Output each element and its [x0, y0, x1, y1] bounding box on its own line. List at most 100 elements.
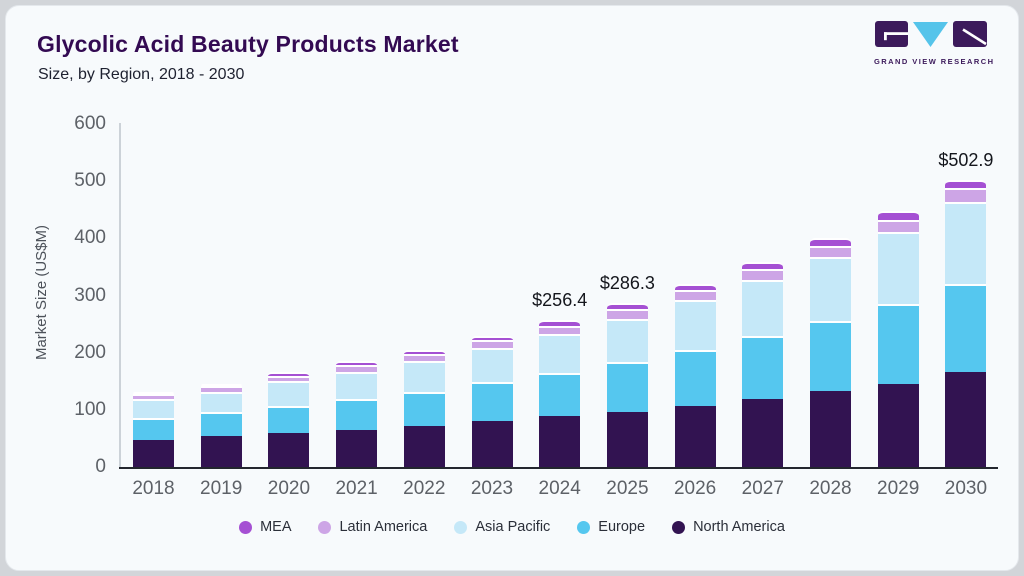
- segment-2027-europe[interactable]: [742, 336, 784, 399]
- segment-2028-europe[interactable]: [810, 321, 851, 391]
- segment-2024-europe[interactable]: [539, 372, 581, 417]
- segment-2030-europe[interactable]: [945, 283, 987, 372]
- segment-2026-latin-america[interactable]: [674, 290, 716, 301]
- bar-2025[interactable]: [606, 303, 648, 467]
- segment-2018-europe[interactable]: [133, 417, 174, 440]
- segment-2028-north-america[interactable]: [810, 390, 851, 467]
- segment-2027-latin-america[interactable]: [742, 269, 784, 280]
- segment-2030-north-america[interactable]: [945, 371, 987, 467]
- segment-2018-asia-pacific[interactable]: [133, 398, 174, 418]
- legend-item-latin-america[interactable]: Latin America: [318, 519, 427, 535]
- legend-label: Latin America: [339, 519, 428, 535]
- segment-2023-asia-pacific[interactable]: [471, 347, 513, 383]
- page-title: Glycolic Acid Beauty Products Market: [37, 31, 459, 57]
- segment-2026-asia-pacific[interactable]: [674, 300, 716, 351]
- bar-2030[interactable]: [945, 179, 987, 467]
- segment-2025-latin-america[interactable]: [606, 309, 648, 319]
- segment-2027-asia-pacific[interactable]: [742, 279, 784, 337]
- segment-2030-asia-pacific[interactable]: [945, 202, 987, 284]
- segment-2021-north-america[interactable]: [336, 429, 378, 467]
- segment-2022-mea[interactable]: [403, 349, 445, 354]
- legend-label: North America: [693, 519, 785, 535]
- segment-2020-mea[interactable]: [268, 372, 310, 376]
- bar-2023[interactable]: [471, 335, 513, 467]
- segment-2029-latin-america[interactable]: [877, 219, 919, 233]
- segment-2021-europe[interactable]: [336, 398, 378, 430]
- gvr-logo-icon: [875, 21, 987, 47]
- legend-item-europe[interactable]: Europe: [577, 519, 645, 535]
- segment-2023-north-america[interactable]: [471, 421, 513, 467]
- x-tick-label-2020: 2020: [267, 478, 311, 499]
- y-tick-label-600: 600: [74, 113, 106, 134]
- segment-2025-europe[interactable]: [606, 362, 648, 412]
- segment-2028-mea[interactable]: [810, 238, 851, 246]
- chart-legend: MEA Latin America Asia Pacific Europe North …: [6, 519, 1018, 535]
- segment-2019-asia-pacific[interactable]: [200, 391, 242, 413]
- y-tick-label-0: 0: [95, 456, 106, 477]
- segment-2029-asia-pacific[interactable]: [877, 232, 919, 305]
- segment-2026-north-america[interactable]: [674, 405, 716, 467]
- segment-2023-europe[interactable]: [471, 382, 513, 422]
- segment-2023-mea[interactable]: [471, 335, 513, 341]
- segment-2026-europe[interactable]: [674, 350, 716, 406]
- segment-2024-latin-america[interactable]: [539, 325, 581, 335]
- bar-2027[interactable]: [742, 262, 784, 467]
- bar-2022[interactable]: [403, 349, 445, 467]
- segment-2020-north-america[interactable]: [268, 433, 310, 467]
- segment-2019-mea[interactable]: [200, 383, 242, 387]
- legend-item-asia-pacific[interactable]: Asia Pacific: [454, 519, 550, 535]
- segment-2022-latin-america[interactable]: [403, 353, 445, 361]
- segment-2029-europe[interactable]: [877, 304, 919, 384]
- segment-2024-asia-pacific[interactable]: [539, 334, 581, 373]
- segment-2028-asia-pacific[interactable]: [810, 256, 851, 322]
- bar-2024[interactable]: [539, 320, 581, 467]
- segment-2021-mea[interactable]: [336, 361, 378, 366]
- x-tick-label-2024: 2024: [538, 478, 581, 499]
- segment-2028-latin-america[interactable]: [810, 245, 851, 257]
- legend-dot-icon: [672, 520, 686, 534]
- grand-view-research-logo: GRAND VIEW RESEARCH: [874, 20, 993, 66]
- page-subtitle: Size, by Region, 2018 - 2030: [38, 66, 245, 83]
- segment-2018-mea[interactable]: [133, 392, 174, 395]
- segment-2020-europe[interactable]: [268, 405, 310, 434]
- segment-2022-asia-pacific[interactable]: [403, 360, 445, 392]
- segment-2030-mea[interactable]: [945, 179, 987, 189]
- segment-2027-north-america[interactable]: [742, 398, 784, 467]
- segment-2029-mea[interactable]: [877, 210, 919, 220]
- segment-2024-mea[interactable]: [539, 320, 581, 326]
- y-tick-label-500: 500: [74, 170, 106, 192]
- bar-2020[interactable]: [268, 372, 310, 467]
- legend-item-north-america[interactable]: North America: [672, 519, 785, 535]
- bar-2029[interactable]: [877, 210, 919, 467]
- bar-2026[interactable]: [674, 284, 716, 467]
- segment-2029-north-america[interactable]: [877, 383, 919, 467]
- bar-2021[interactable]: [336, 361, 378, 467]
- segment-2019-europe[interactable]: [200, 412, 242, 437]
- segment-2022-north-america[interactable]: [403, 425, 445, 467]
- segment-2021-asia-pacific[interactable]: [336, 371, 378, 399]
- bar-2019[interactable]: [200, 383, 242, 467]
- segment-2022-europe[interactable]: [403, 391, 445, 426]
- segment-2025-north-america[interactable]: [606, 411, 648, 467]
- segment-2027-mea[interactable]: [742, 262, 784, 270]
- segment-2030-latin-america[interactable]: [945, 188, 987, 203]
- bar-2018[interactable]: [133, 392, 174, 467]
- bar-2028[interactable]: [810, 238, 851, 467]
- segment-2025-mea[interactable]: [606, 303, 648, 310]
- x-tick-label-2019: 2019: [200, 478, 243, 499]
- segment-2018-latin-america[interactable]: [133, 394, 174, 399]
- segment-2020-latin-america[interactable]: [268, 375, 310, 382]
- segment-2019-latin-america[interactable]: [200, 386, 242, 392]
- segment-2020-asia-pacific[interactable]: [268, 381, 310, 406]
- legend-item-mea[interactable]: MEA: [239, 519, 291, 535]
- segment-2025-asia-pacific[interactable]: [606, 318, 648, 363]
- segment-2018-north-america[interactable]: [133, 439, 174, 467]
- chart-card: Glycolic Acid Beauty Products Market Siz…: [5, 5, 1019, 571]
- segment-2024-north-america[interactable]: [539, 416, 581, 467]
- x-tick-label-2026: 2026: [673, 478, 717, 499]
- segment-2021-latin-america[interactable]: [336, 365, 378, 372]
- data-label-2024: $256.4: [532, 290, 588, 311]
- segment-2023-latin-america[interactable]: [471, 340, 513, 348]
- segment-2019-north-america[interactable]: [200, 436, 242, 467]
- segment-2026-mea[interactable]: [674, 284, 716, 291]
